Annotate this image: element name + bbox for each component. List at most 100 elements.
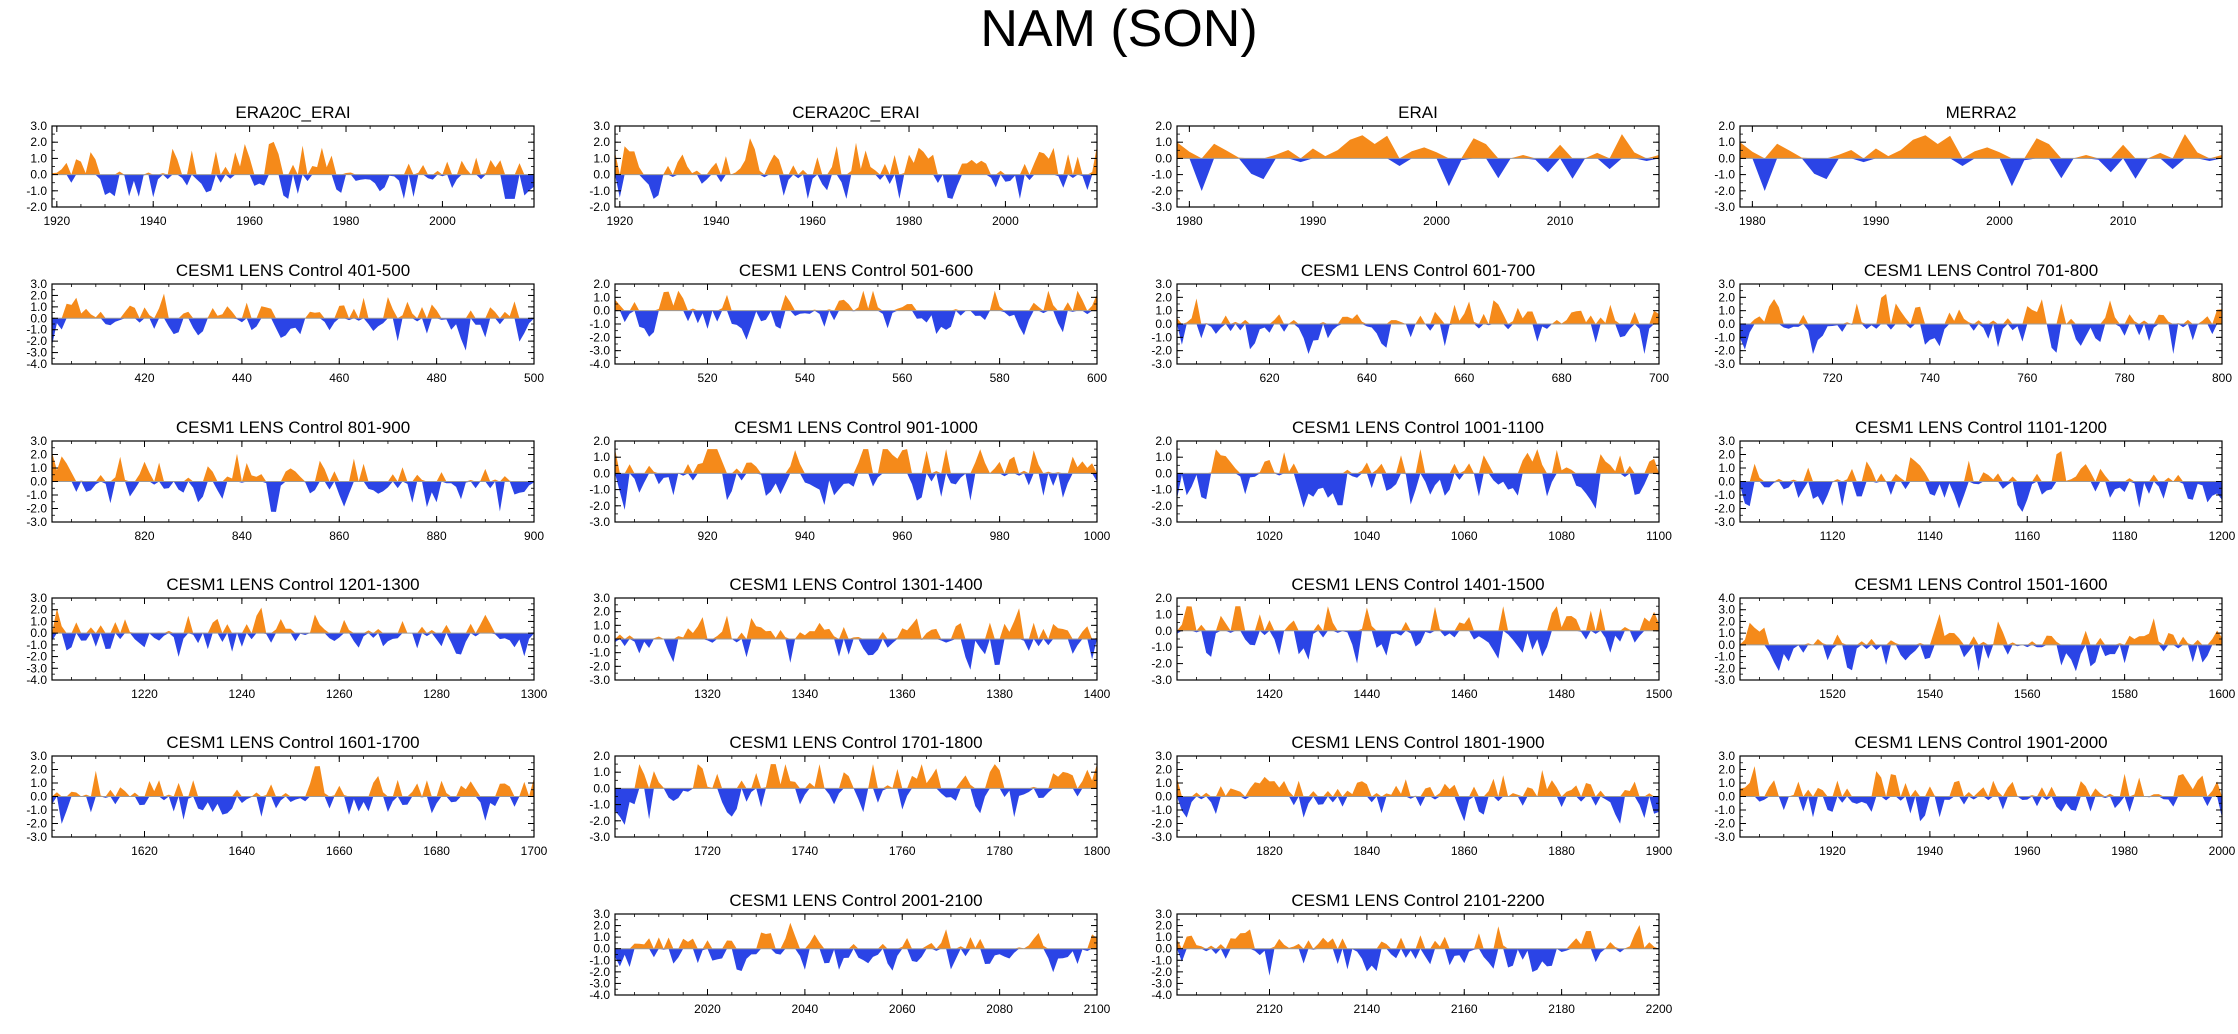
y-tick-label: 1.0	[1155, 776, 1172, 790]
panel-12: CESM1 LENS Control 1101-1200 -3.0-2.0-1.0…	[1714, 418, 2235, 543]
positive-area	[1177, 770, 1659, 797]
panel-10: CESM1 LENS Control 901-1000 -3.0 -2.0 -1.0 0…	[589, 418, 1110, 543]
x-tick-label: 1740	[792, 844, 819, 858]
y-tick-label: 2.0	[1155, 119, 1172, 133]
y-tick-label: -1.0	[26, 488, 47, 502]
positive-area	[1177, 606, 1659, 631]
y-tick-label: -2.0	[1151, 657, 1172, 671]
x-tick-label: 1260	[326, 687, 353, 701]
x-tick-label: 1860	[1451, 844, 1478, 858]
positive-area	[1740, 614, 2222, 645]
x-tick-label: 1100	[1646, 529, 1672, 543]
y-tick-label: 3.0	[30, 119, 47, 133]
y-tick-label: -2.0	[26, 817, 47, 831]
plot-frame	[614, 755, 1098, 838]
y-tick-label: 3.0	[593, 119, 610, 133]
y-tick-label: 3.0	[1155, 277, 1172, 291]
x-tick-label: 1440	[1354, 687, 1381, 701]
x-tick-label: 1980	[2111, 844, 2138, 858]
y-tick-label: -4.0	[26, 357, 47, 371]
y-tick-label: 1.0	[1718, 626, 1735, 640]
y-tick-label: -2.0	[589, 499, 610, 513]
x-tick-label: 1020	[1256, 529, 1283, 543]
y-tick-label: -1.0	[589, 483, 610, 497]
x-tick-label: 1540	[1917, 687, 1944, 701]
negative-area	[615, 639, 1097, 670]
y-tick-label: -2.0	[26, 334, 47, 348]
x-tick-label: 960	[892, 529, 912, 543]
panel-13: CESM1 LENS Control 1201-1300 -4.0-3.0-2.0…	[26, 575, 547, 701]
x-tick-label: 2000	[429, 214, 456, 228]
panel-title: CESM1 LENS Control 1901-2000	[1854, 733, 2107, 752]
y-tick-label: -4.0	[589, 988, 610, 1002]
y-tick-label: -2.0	[589, 965, 610, 979]
y-tick-label: -1.0	[589, 184, 610, 198]
y-tick-label: -1.0	[1151, 483, 1172, 497]
plot-frame	[614, 440, 1098, 523]
y-tick-label: -1.0	[589, 646, 610, 660]
x-tick-label: 1920	[606, 214, 633, 228]
y-tick-label: -1.0	[1714, 168, 1735, 182]
positive-area	[1740, 134, 2222, 159]
x-tick-label: 1400	[1084, 687, 1111, 701]
panel-title: CESM1 LENS Control 1401-1500	[1291, 575, 1544, 594]
y-tick-label: 3.0	[30, 749, 47, 763]
y-tick-label: 2.0	[30, 603, 47, 617]
y-tick-label: -2.0	[26, 502, 47, 516]
x-tick-label: 1960	[799, 214, 826, 228]
y-tick-label: 0.0	[1718, 317, 1735, 331]
x-tick-label: 2200	[1646, 1002, 1673, 1016]
negative-area	[52, 796, 534, 824]
x-tick-label: 1460	[1451, 687, 1478, 701]
x-tick-label: 780	[2115, 371, 2135, 385]
plot-frame	[614, 913, 1098, 996]
x-tick-label: 1800	[1084, 844, 1111, 858]
y-tick-label: -3.0	[1151, 673, 1172, 687]
x-tick-label: 1560	[2014, 687, 2041, 701]
y-tick-label: 3.0	[1155, 907, 1172, 921]
x-tick-label: 2180	[1548, 1002, 1575, 1016]
positive-area	[615, 290, 1097, 311]
x-tick-label: 1420	[1256, 687, 1283, 701]
panel-9: CESM1 LENS Control 801-900 -3.0-2.0-1.00.…	[26, 418, 544, 543]
panel-16: CESM1 LENS Control 1501-1600 -3.0-2.0-1.0…	[1714, 575, 2235, 701]
figure-title: NAM (SON)	[980, 0, 1258, 58]
negative-area	[1177, 473, 1659, 509]
y-tick-label: 2.0	[593, 434, 610, 448]
x-tick-label: 1300	[521, 687, 548, 701]
x-tick-label: 640	[1357, 371, 1377, 385]
y-tick-label: 2.0	[1155, 763, 1172, 777]
y-tick-label: 2.0	[1155, 290, 1172, 304]
panel-7: CESM1 LENS Control 601-700 -3.0-2.0-1.00.…	[1151, 261, 1669, 385]
y-tick-label: 0.0	[593, 942, 610, 956]
x-tick-label: 1700	[521, 844, 548, 858]
panel-3: ERAI -3.0 -2.0 -1.0 0.0 1.0 2.0 1980 1990 2000 201…	[1151, 103, 1660, 228]
x-tick-label: 440	[232, 371, 252, 385]
x-tick-label: 1320	[694, 687, 721, 701]
positive-area	[1740, 294, 2222, 324]
y-tick-label: 2.0	[1155, 434, 1172, 448]
y-tick-label: -2.0	[589, 659, 610, 673]
y-tick-label: 3.0	[1718, 277, 1735, 291]
y-tick-label: 1.0	[593, 930, 610, 944]
x-tick-label: 560	[892, 371, 912, 385]
positive-area	[52, 607, 534, 634]
panel-20: CESM1 LENS Control 1901-2000 -3.0-2.0-1.0…	[1714, 733, 2235, 858]
x-tick-label: 2040	[792, 1002, 819, 1016]
y-tick-label: 0.0	[1155, 790, 1172, 804]
x-tick-label: 940	[795, 529, 815, 543]
x-tick-label: 1760	[889, 844, 916, 858]
positive-area	[1740, 451, 2222, 482]
y-tick-label: -1.0	[1714, 803, 1735, 817]
y-tick-label: -3.0	[1714, 200, 1735, 214]
y-tick-label: 1.0	[1718, 776, 1735, 790]
y-tick-label: 1.0	[593, 151, 610, 165]
y-tick-label: -1.0	[1151, 330, 1172, 344]
y-tick-label: 3.0	[30, 434, 47, 448]
y-tick-label: -3.0	[1714, 515, 1735, 529]
y-tick-label: -2.0	[1151, 817, 1172, 831]
panel-title: ERAI	[1398, 103, 1438, 122]
x-tick-label: 900	[524, 529, 544, 543]
y-tick-label: 2.0	[30, 763, 47, 777]
y-tick-label: -3.0	[1151, 976, 1172, 990]
